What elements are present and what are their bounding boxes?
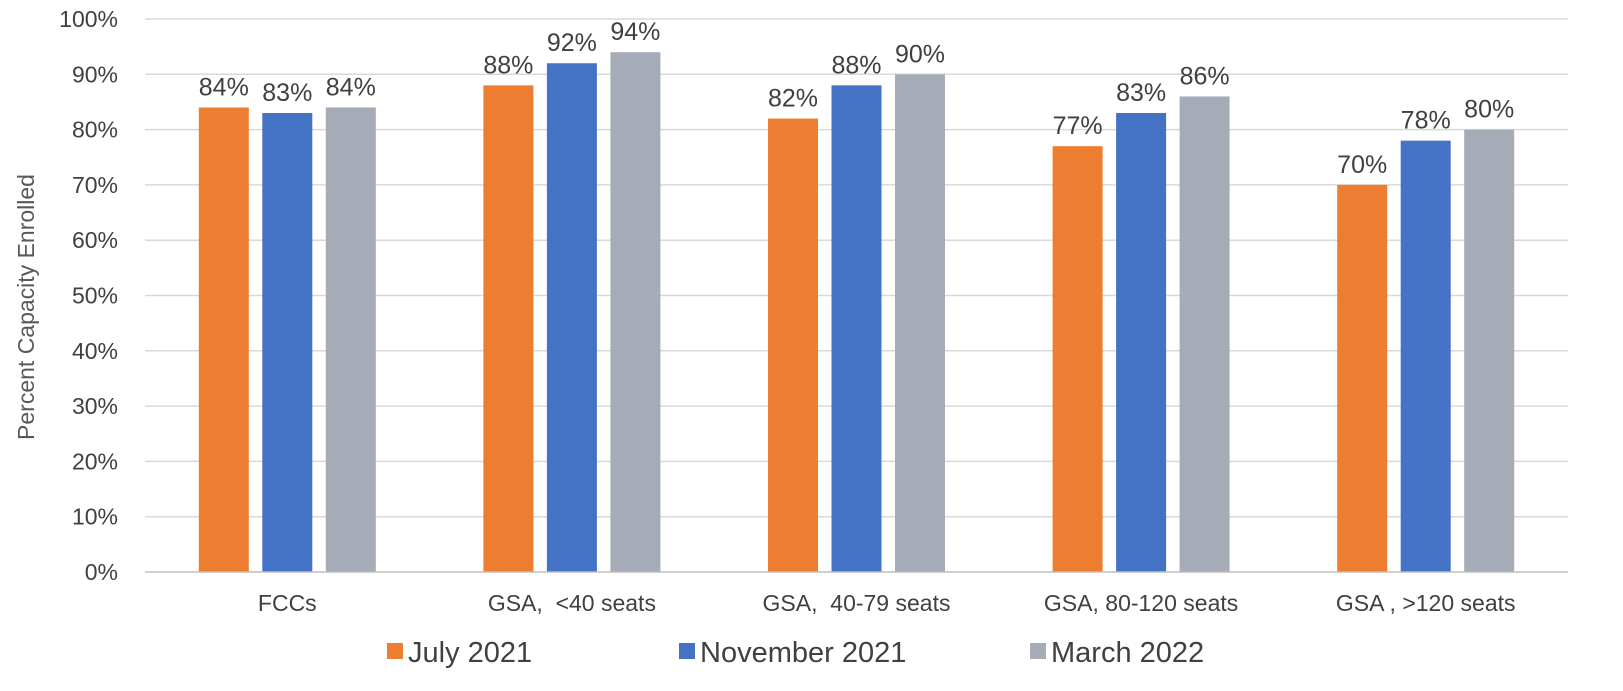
y-tick-label: 90% <box>72 61 118 87</box>
data-label: 86% <box>1180 62 1230 90</box>
y-axis-label: Percent Capacity Enrolled <box>13 174 39 440</box>
y-tick-label: 0% <box>85 559 118 585</box>
y-tick-label: 50% <box>72 283 118 309</box>
x-category-label: GSA , >120 seats <box>1336 590 1516 616</box>
data-label: 90% <box>895 40 945 68</box>
y-tick-label: 100% <box>59 6 118 32</box>
y-tick-label: 60% <box>72 227 118 253</box>
data-label: 92% <box>547 29 597 57</box>
data-label: 78% <box>1401 107 1451 135</box>
bar <box>831 85 882 573</box>
bar <box>1337 184 1388 572</box>
bar <box>1052 146 1103 572</box>
legend: July 2021 November 2021 March 2022 <box>387 637 1204 669</box>
bar <box>262 113 313 572</box>
data-label: 88% <box>831 51 881 79</box>
y-tick-label: 30% <box>72 393 118 419</box>
legend-label: November 2021 <box>700 637 906 669</box>
data-label: 83% <box>262 79 312 107</box>
y-tick-label: 80% <box>72 117 118 143</box>
bar <box>1464 129 1515 572</box>
data-label: 83% <box>1116 79 1166 107</box>
legend-swatch <box>387 643 403 659</box>
y-tick-label: 70% <box>72 172 118 198</box>
data-label: 80% <box>1464 96 1514 124</box>
legend-label: March 2022 <box>1051 637 1204 669</box>
legend-label: July 2021 <box>408 637 532 669</box>
bar <box>895 74 945 573</box>
bar <box>198 107 249 572</box>
bar <box>610 52 661 573</box>
x-axis-categories: FCCs GSA, <40 seats GSA, 40-79 seats GSA, 8… <box>258 590 1516 616</box>
bar <box>483 85 534 573</box>
x-category-label: GSA, 40-79 seats <box>763 590 951 616</box>
data-label: 70% <box>1337 151 1387 179</box>
bar <box>1400 140 1451 572</box>
legend-swatch <box>679 643 695 659</box>
y-tick-label: 10% <box>72 504 118 530</box>
data-label: 82% <box>768 85 818 113</box>
data-label: 84% <box>326 73 376 101</box>
bar <box>1116 113 1167 572</box>
bar <box>1179 96 1230 573</box>
data-label: 88% <box>483 51 533 79</box>
data-labels: 84% 83% 84% 88% 92% 94% 82% 88% 90% 77% 83% 86% 70% 7… <box>199 18 1514 179</box>
bar <box>546 63 597 573</box>
y-tick-label: 20% <box>72 448 118 474</box>
bar <box>325 107 376 572</box>
legend-swatch <box>1030 643 1046 659</box>
x-category-label: GSA, <40 seats <box>488 590 656 616</box>
data-label: 84% <box>199 73 249 101</box>
x-category-label: GSA, 80-120 seats <box>1044 590 1238 616</box>
data-label: 94% <box>610 18 660 46</box>
bar <box>768 118 818 572</box>
data-label: 77% <box>1053 112 1103 140</box>
y-tick-label: 40% <box>72 338 118 364</box>
y-axis-ticks: 0% 10% 20% 30% 40% 50% 60% 70% 80% 90% 100% <box>59 6 118 585</box>
x-category-label: FCCs <box>258 590 317 616</box>
bars <box>198 52 1515 573</box>
